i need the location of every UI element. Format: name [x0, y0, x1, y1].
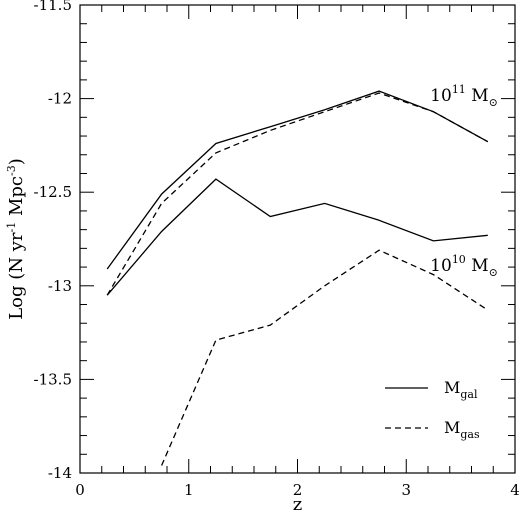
series-layer	[106, 90, 489, 466]
series-line-1e10-dashed	[161, 249, 489, 466]
y-tick-label: -12.5	[34, 183, 72, 201]
x-tick-label: 1	[184, 481, 194, 499]
ticks-layer	[79, 4, 516, 474]
x-tick-label: 2	[293, 481, 303, 499]
y-axis-title: Log (N yr-1 Mpc-3)	[5, 158, 27, 320]
x-tick-label: 0	[75, 481, 85, 499]
tick-labels: 0 1 2 3 4 -14 -13.5 -13 -12.5 -12 -11.5	[34, 0, 520, 499]
series-line-1e11-dashed	[106, 92, 489, 296]
legend: Mgal Mgas	[385, 378, 480, 441]
series-line-1e11-solid	[106, 90, 489, 270]
y-tick-label: -11.5	[34, 0, 72, 14]
y-tick-label: -13.5	[34, 370, 72, 388]
x-axis-title: z	[293, 494, 302, 515]
annotation-1e10-msun: 1010 M⊙	[430, 253, 498, 279]
legend-label-mgas: Mgas	[444, 418, 480, 441]
legend-label-mgal: Mgal	[444, 378, 478, 401]
series-line-1e10-solid	[106, 178, 488, 296]
y-tick-label: -14	[48, 464, 72, 482]
y-tick-label: -12	[48, 90, 72, 108]
annotation-1e11-msun: 1011 M⊙	[430, 83, 498, 109]
y-tick-label: -13	[48, 277, 72, 295]
x-tick-label: 3	[401, 481, 411, 499]
x-tick-label: 4	[510, 481, 520, 499]
